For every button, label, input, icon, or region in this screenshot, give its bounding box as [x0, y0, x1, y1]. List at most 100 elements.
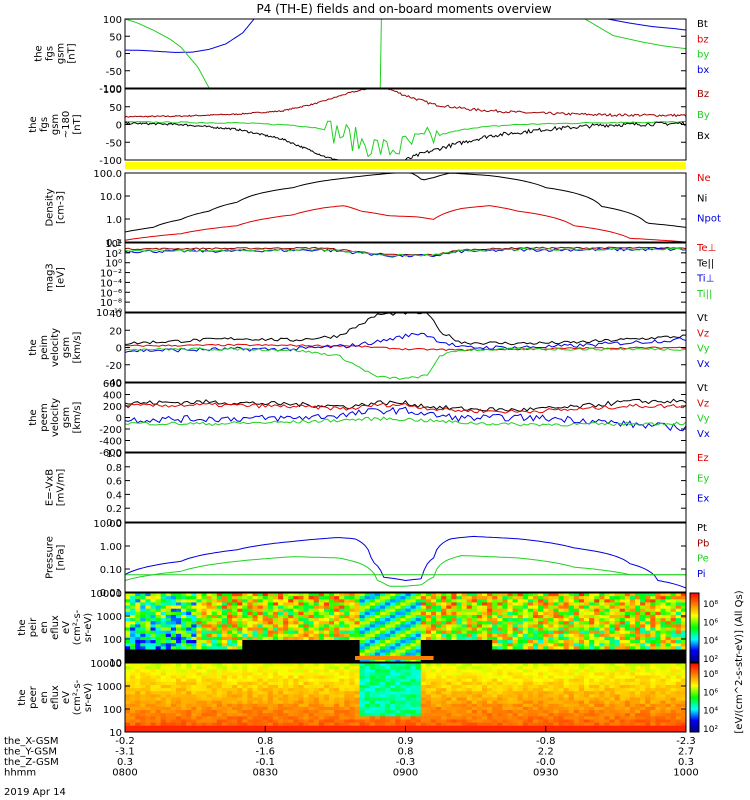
panel-frame	[124, 242, 687, 313]
time-axis-value: 2.2	[538, 747, 554, 758]
panel-frame	[124, 88, 687, 161]
legend-entry: Bz	[697, 89, 709, 100]
panel-peer: 10000 1000 100 10 the peer en eflux eV (cm²-s-sr-…	[17, 659, 718, 739]
series-group	[125, 246, 686, 258]
series-line-2	[379, 19, 382, 88]
y-axis-label: the	[28, 116, 39, 132]
y-tick-label: 10.00	[93, 519, 122, 530]
series-line-0	[125, 173, 686, 233]
time-axis-value: -0.3	[396, 757, 416, 768]
legend-entry: by	[697, 50, 709, 61]
panel-frame	[124, 452, 687, 523]
panel-fgs-gsm: 100 50 0 -50 -100 the fgs gsm ~180 [nT] Bz By Bx	[28, 85, 710, 167]
quality-flag-bar	[125, 162, 686, 169]
panel-fgs: 100 50 0 -50 -100 the fgs gsm [nT] Bt bz by bx	[34, 15, 710, 95]
time-axis-value: 0900	[393, 768, 418, 779]
y-tick-label: -40	[106, 378, 122, 389]
series-line-2	[125, 247, 686, 257]
y-axis-label: ~180	[61, 111, 72, 138]
y-tick-label: 10	[109, 658, 122, 669]
legend-entry: By	[697, 110, 710, 121]
panel-peim-velocity: 40 20 0 -20 -40 the peim velocity gsm [km/s] Vt Vz V…	[28, 309, 710, 389]
colorbar	[689, 592, 700, 663]
y-tick-label: 0.4	[106, 490, 122, 501]
series-group	[125, 313, 686, 380]
y-tick-label: 10⁻⁸	[100, 298, 122, 309]
time-axis-value: 1000	[673, 768, 698, 779]
colorbar-tick-label: 10⁸	[703, 670, 718, 680]
series-line-3	[607, 19, 686, 31]
legend-entry: Vz	[697, 398, 709, 409]
y-axis-label: eflux	[50, 685, 61, 710]
panel-efield: 1.0 0.8 0.6 0.4 0.2 0.0 E=-VxB [mV/m] Ez Ey Ex	[45, 449, 710, 529]
series-line-0	[125, 535, 686, 589]
y-tick-label: 0	[116, 344, 122, 355]
colorbar	[689, 662, 700, 733]
y-tick-label: 0.8	[106, 463, 122, 474]
panel-pressure: 10.00 1.00 0.10 0.01 Pressure [nPa] Pt Pb Pe Pi	[45, 519, 710, 599]
y-tick-label: 100	[103, 635, 122, 646]
y-axis-label: peim	[39, 335, 50, 360]
legend-entry: Ti||	[696, 289, 712, 300]
y-axis-label: Pressure	[45, 536, 56, 579]
colorbar-tick-label: 10⁴	[703, 637, 718, 647]
y-tick-label: 200	[103, 402, 122, 413]
legend-entry: Ni	[697, 193, 707, 204]
panel-peir: 10000 1000 100 10 the peir en eflux eV (cm²-s-sr-…	[17, 589, 718, 669]
y-tick-label: 0.6	[106, 477, 122, 488]
y-tick-label: 100.0	[93, 169, 122, 180]
time-axis-value: -0.2	[115, 736, 135, 747]
y-axis-label: fgs	[45, 46, 56, 61]
y-axis-label: [km/s]	[72, 401, 83, 433]
series-group	[125, 173, 686, 242]
legend-entry: Pt	[697, 523, 707, 534]
y-tick-label: -400	[99, 437, 122, 448]
colorbar-tick-label: 10⁶	[703, 618, 718, 628]
y-tick-label: 0.0	[106, 518, 122, 529]
legend-entry: Ti⊥	[696, 274, 714, 285]
time-axis-row-label: the_Z-GSM	[4, 757, 59, 768]
y-axis-label: peer	[28, 685, 39, 709]
time-axis-row-label: the_Y-GSM	[4, 747, 57, 758]
series-line-0	[125, 313, 686, 346]
y-tick-label: 1.00	[100, 542, 122, 553]
spectrogram	[125, 663, 686, 732]
legend-entry: Vx	[697, 429, 710, 440]
y-tick-label: 400	[103, 391, 122, 402]
series-line-1	[125, 205, 686, 242]
legend-entry: bx	[697, 65, 709, 76]
y-tick-label: -20	[106, 361, 122, 372]
y-tick-label: 0	[116, 121, 122, 132]
y-axis-label: [nT]	[72, 114, 83, 134]
y-axis-label: eflux	[50, 615, 61, 640]
y-axis-label: Density	[45, 188, 56, 226]
y-axis-label: en	[39, 691, 50, 704]
y-axis-label: peem	[39, 403, 50, 431]
y-tick-label: -50	[106, 67, 122, 78]
y-tick-label: 100	[103, 15, 122, 26]
y-tick-label: 10⁰	[105, 259, 122, 270]
y-axis-label: (cm²-s-	[72, 679, 83, 715]
y-tick-label: 10⁻¹⁰	[96, 308, 122, 319]
colorbar-tick-label: 10²	[703, 655, 718, 665]
y-axis-label: velocity	[50, 398, 61, 437]
legend-entry: Vt	[697, 383, 708, 394]
series-line-0	[125, 398, 686, 412]
series-line-2	[125, 332, 686, 353]
legend-entry: Pe	[697, 554, 709, 565]
y-tick-label: 100	[103, 705, 122, 716]
y-tick-label: -100	[99, 156, 122, 167]
y-axis-label: the	[34, 45, 45, 61]
series-line-2	[125, 406, 686, 432]
series-line-1	[125, 402, 686, 414]
y-axis-label: [nT]	[67, 43, 78, 63]
y-tick-label: 10⁻²	[100, 269, 122, 280]
y-axis-label: [km/s]	[72, 331, 83, 363]
y-axis-label: sr-eV)	[83, 683, 94, 712]
y-tick-label: 0.10	[100, 565, 122, 576]
y-tick-label: 50	[109, 32, 122, 43]
legend-entry: Pb	[697, 538, 709, 549]
time-axis-value: 2.7	[678, 747, 694, 758]
